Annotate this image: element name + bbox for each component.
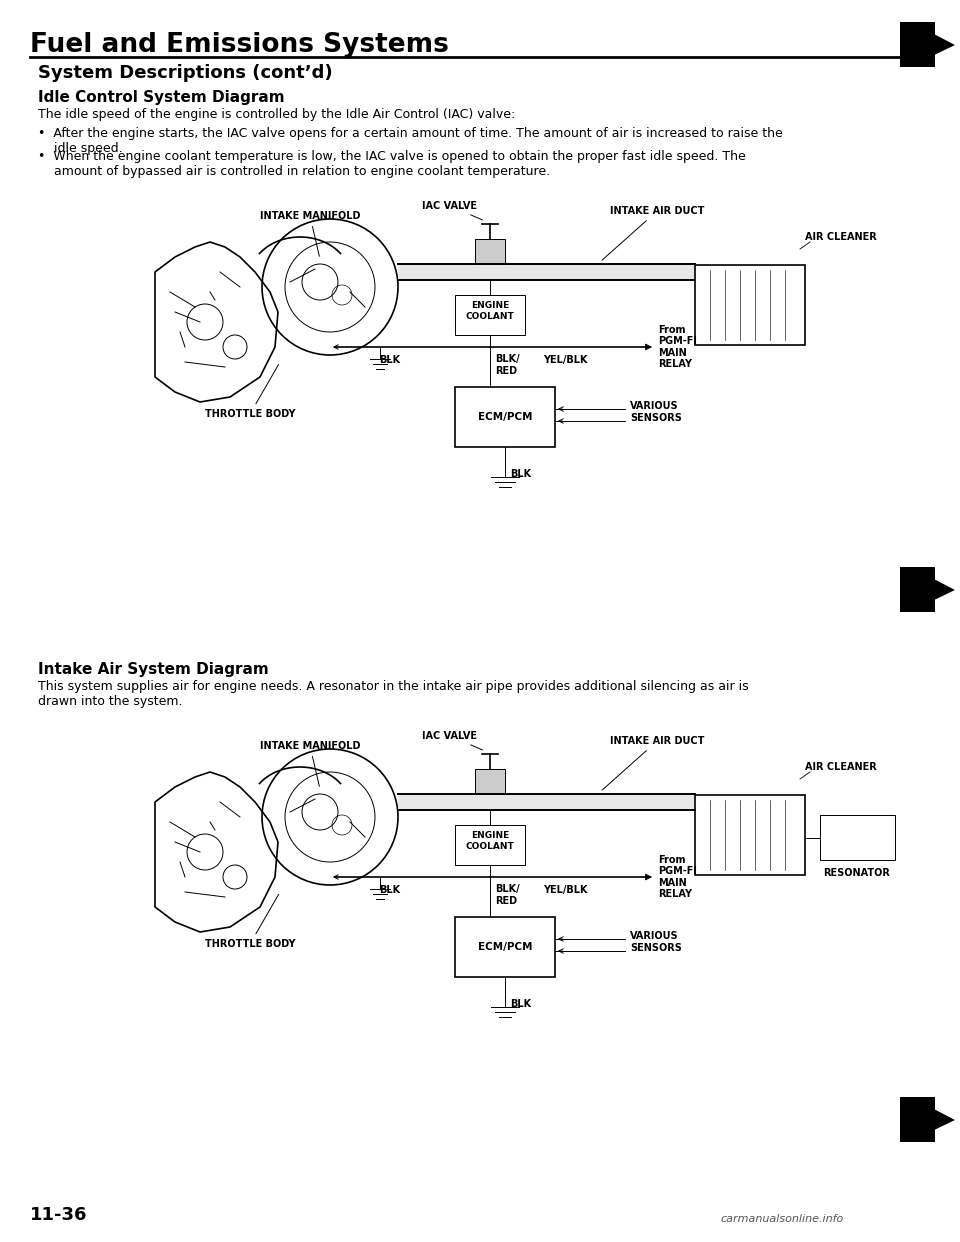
Text: VARIOUS
SENSORS: VARIOUS SENSORS xyxy=(630,932,682,953)
Bar xyxy=(695,795,805,876)
Polygon shape xyxy=(930,1107,955,1131)
Text: INTAKE AIR DUCT: INTAKE AIR DUCT xyxy=(602,737,705,790)
Text: The idle speed of the engine is controlled by the Idle Air Control (IAC) valve:: The idle speed of the engine is controll… xyxy=(38,108,516,120)
Polygon shape xyxy=(900,568,935,612)
Text: From
PGM-FI
MAIN
RELAY: From PGM-FI MAIN RELAY xyxy=(658,324,697,369)
Text: ENGINE
COOLANT: ENGINE COOLANT xyxy=(466,302,515,320)
Text: INTAKE AIR DUCT: INTAKE AIR DUCT xyxy=(602,206,705,260)
Text: ENGINE
COOLANT: ENGINE COOLANT xyxy=(466,831,515,851)
Text: RESONATOR: RESONATOR xyxy=(824,868,891,878)
Text: ECM/PCM: ECM/PCM xyxy=(478,412,532,422)
Text: Idle Control System Diagram: Idle Control System Diagram xyxy=(38,89,284,106)
Text: VARIOUS
SENSORS: VARIOUS SENSORS xyxy=(630,401,682,422)
Text: BLK: BLK xyxy=(379,886,400,895)
Text: Fuel and Emissions Systems: Fuel and Emissions Systems xyxy=(30,32,449,58)
Bar xyxy=(455,296,525,335)
Text: BLK/
RED: BLK/ RED xyxy=(495,354,519,376)
Text: From
PGM-FI
MAIN
RELAY: From PGM-FI MAIN RELAY xyxy=(658,854,697,899)
Text: INTAKE MANIFOLD: INTAKE MANIFOLD xyxy=(260,211,360,256)
Bar xyxy=(398,794,695,810)
Text: BLK: BLK xyxy=(379,355,400,365)
Text: •  After the engine starts, the IAC valve opens for a certain amount of time. Th: • After the engine starts, the IAC valve… xyxy=(38,127,782,155)
Bar xyxy=(455,388,555,447)
Bar xyxy=(455,825,525,864)
Text: Intake Air System Diagram: Intake Air System Diagram xyxy=(38,662,269,677)
Bar xyxy=(475,238,505,265)
Bar xyxy=(398,265,695,279)
Text: YEL/BLK: YEL/BLK xyxy=(542,886,588,895)
Text: AIR CLEANER: AIR CLEANER xyxy=(805,763,876,773)
Text: BLK: BLK xyxy=(510,469,531,479)
Text: THROTTLE BODY: THROTTLE BODY xyxy=(204,894,296,949)
Text: BLK/
RED: BLK/ RED xyxy=(495,884,519,905)
Bar xyxy=(820,815,895,859)
Polygon shape xyxy=(900,22,935,67)
Bar xyxy=(455,917,555,977)
Text: THROTTLE BODY: THROTTLE BODY xyxy=(204,364,296,419)
Text: INTAKE MANIFOLD: INTAKE MANIFOLD xyxy=(260,741,360,786)
Text: This system supplies air for engine needs. A resonator in the intake air pipe pr: This system supplies air for engine need… xyxy=(38,681,749,708)
Text: carmanualsonline.info: carmanualsonline.info xyxy=(720,1213,843,1225)
Text: AIR CLEANER: AIR CLEANER xyxy=(805,232,876,242)
Bar xyxy=(475,769,505,794)
Text: ECM/PCM: ECM/PCM xyxy=(478,941,532,953)
Polygon shape xyxy=(930,578,955,602)
Text: IAC VALVE: IAC VALVE xyxy=(422,201,483,220)
Text: IAC VALVE: IAC VALVE xyxy=(422,732,483,750)
Polygon shape xyxy=(900,1097,935,1141)
Text: BLK: BLK xyxy=(510,999,531,1009)
Bar xyxy=(695,265,805,345)
Text: System Descriptions (cont’d): System Descriptions (cont’d) xyxy=(38,65,332,82)
Text: 11-36: 11-36 xyxy=(30,1206,87,1225)
Polygon shape xyxy=(930,32,955,57)
Text: YEL/BLK: YEL/BLK xyxy=(542,355,588,365)
Text: •  When the engine coolant temperature is low, the IAC valve is opened to obtain: • When the engine coolant temperature is… xyxy=(38,150,746,178)
